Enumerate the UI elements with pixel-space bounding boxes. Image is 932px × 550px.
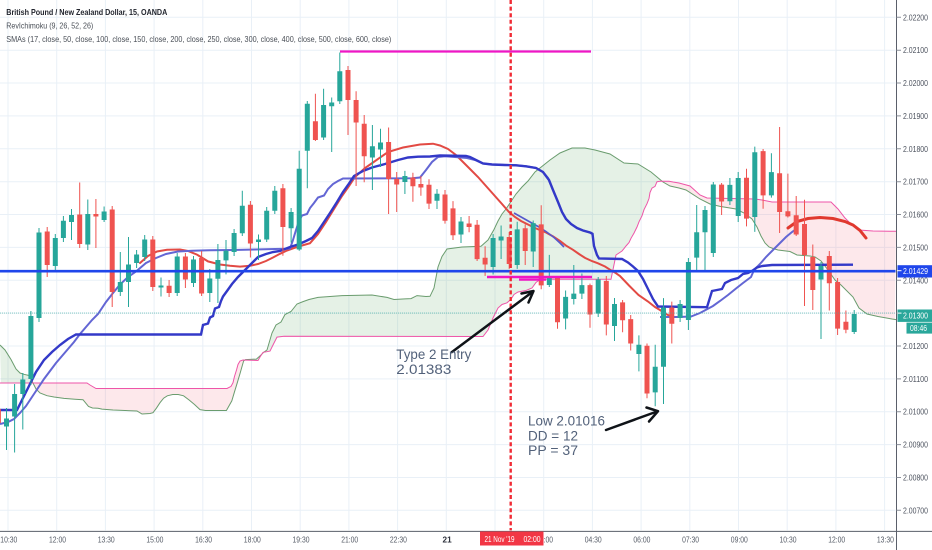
svg-text:2.01383: 2.01383 [396,362,451,377]
svg-text:2.02000: 2.02000 [903,79,928,88]
svg-text:2.01429: 2.01429 [903,267,928,276]
svg-text:2.01300: 2.01300 [903,312,928,321]
svg-text:21: 21 [443,536,453,545]
svg-text:2.00700: 2.00700 [903,506,928,515]
svg-text:2.02100: 2.02100 [903,46,928,55]
svg-text:06:00: 06:00 [633,536,650,545]
svg-text:Type 2 Entry: Type 2 Entry [396,347,471,362]
svg-text:09:00: 09:00 [731,536,748,545]
svg-text:22:30: 22:30 [390,536,407,545]
svg-text:2.02200: 2.02200 [903,13,928,22]
svg-text:Low 2.01016: Low 2.01016 [528,414,605,429]
svg-text:PP = 37: PP = 37 [528,443,578,458]
svg-text:07:30: 07:30 [682,536,699,545]
svg-text:15:00: 15:00 [146,536,163,545]
svg-text:19:30: 19:30 [293,536,310,545]
svg-text:2.01600: 2.01600 [903,211,928,220]
svg-text:2.01800: 2.01800 [903,145,928,154]
svg-text:2.01900: 2.01900 [903,112,928,121]
svg-text:SMAs (17, close, 50, close, 10: SMAs (17, close, 50, close, 100, close, … [6,35,391,44]
svg-text:2.00900: 2.00900 [903,441,928,450]
svg-text:18:00: 18:00 [244,536,261,545]
svg-text:DD = 12: DD = 12 [528,429,578,444]
svg-text:12:00: 12:00 [828,536,845,545]
svg-text:2.01000: 2.01000 [903,408,928,417]
svg-text:British Pound / New Zealand Do: British Pound / New Zealand Dollar, 15, … [6,8,167,17]
svg-text:13:30: 13:30 [877,536,894,545]
svg-text:08:46: 08:46 [910,324,927,333]
svg-text:10:30: 10:30 [780,536,797,545]
svg-text:2.01200: 2.01200 [903,342,928,351]
svg-text:21:00: 21:00 [341,536,358,545]
svg-text:2.00800: 2.00800 [903,474,928,483]
svg-text:2.01700: 2.01700 [903,178,928,187]
svg-text:10:30: 10:30 [0,536,17,545]
svg-text:02:00: 02:00 [524,535,541,544]
svg-text:16:30: 16:30 [195,536,212,545]
svg-text:04:30: 04:30 [585,536,602,545]
svg-text:RevIchimoku (9, 26, 52, 26): RevIchimoku (9, 26, 52, 26) [6,21,93,30]
svg-text:21 Nov '19: 21 Nov '19 [485,535,515,544]
svg-text:2.01100: 2.01100 [903,375,928,384]
svg-text:2.01400: 2.01400 [903,276,928,285]
svg-text:2.01500: 2.01500 [903,243,928,252]
svg-text:12:00: 12:00 [49,536,66,545]
svg-text:03:00: 03:00 [536,536,553,545]
svg-text:13:30: 13:30 [98,536,115,545]
